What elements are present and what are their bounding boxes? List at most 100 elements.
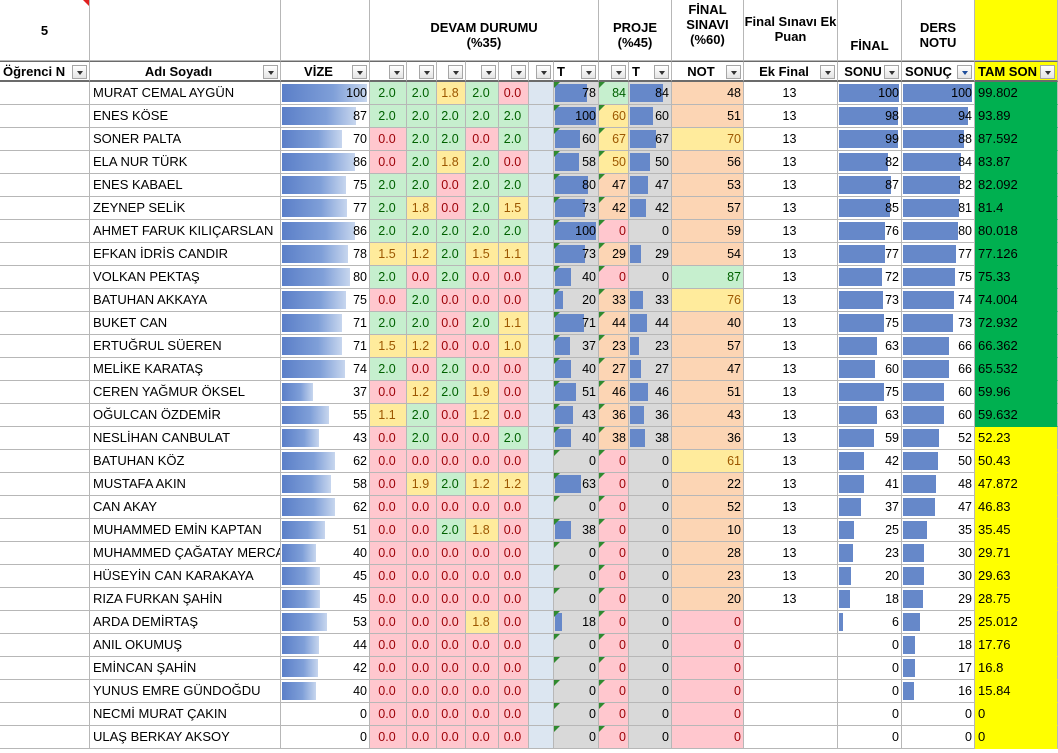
devam-cell-4[interactable]: 0.0 [466,358,499,381]
devam-cell-2[interactable]: 0.0 [407,634,437,657]
tam-son-cell[interactable]: 52.23 [975,427,1058,450]
devam-toplam-cell[interactable]: 100 [554,220,599,243]
table-row-name[interactable]: MUHAMMED EMİN KAPTAN [90,519,281,542]
table-row-name[interactable]: ARDA DEMİRTAŞ [90,611,281,634]
final-not-cell[interactable]: 54 [672,243,744,266]
devam-cell-4[interactable]: 1.9 [466,381,499,404]
vize-cell[interactable]: 42 [281,657,370,680]
final-not-cell[interactable]: 56 [672,151,744,174]
table-row-name[interactable]: EMİNCAN ŞAHİN [90,657,281,680]
vize-cell[interactable]: 55 [281,404,370,427]
devam-cell-3[interactable]: 1.8 [437,151,466,174]
vize-cell[interactable]: 71 [281,312,370,335]
devam-cell-6[interactable] [529,335,554,358]
tam-son-cell[interactable]: 75.33 [975,266,1058,289]
devam-toplam-cell[interactable]: 0 [554,496,599,519]
devam-toplam-cell[interactable]: 38 [554,519,599,542]
devam-cell-5[interactable]: 0.0 [499,611,529,634]
header-ders-notu[interactable]: DERS NOTU [902,0,975,61]
vize-cell[interactable]: 51 [281,519,370,542]
table-row-ogrenci-no[interactable] [0,565,90,588]
final-not-cell[interactable]: 10 [672,519,744,542]
proje-toplam-cell[interactable]: 38 [629,427,672,450]
ders-sonuc-cell[interactable]: 50 [902,450,975,473]
proje-toplam-cell[interactable]: 0 [629,703,672,726]
ders-sonuc-cell[interactable]: 60 [902,381,975,404]
devam-cell-4[interactable]: 1.2 [466,404,499,427]
devam-toplam-cell[interactable]: 100 [554,105,599,128]
devam-cell-3[interactable]: 0.0 [437,335,466,358]
devam-cell-3[interactable]: 0.0 [437,312,466,335]
devam-cell-4[interactable]: 0.0 [466,289,499,312]
devam-toplam-cell[interactable]: 0 [554,726,599,749]
devam-cell-4[interactable]: 0.0 [466,680,499,703]
table-row-name[interactable]: ANIL OKUMUŞ [90,634,281,657]
devam-toplam-cell[interactable]: 0 [554,588,599,611]
ders-sonuc-cell[interactable]: 29 [902,588,975,611]
table-row-name[interactable]: CAN AKAY [90,496,281,519]
devam-cell-6[interactable] [529,588,554,611]
ders-sonuc-cell[interactable]: 18 [902,634,975,657]
proje-toplam-cell[interactable]: 23 [629,335,672,358]
ek-final-cell[interactable] [744,611,838,634]
final-sonuc-cell[interactable]: 85 [838,197,902,220]
devam-cell-5[interactable]: 0.0 [499,358,529,381]
vize-cell[interactable]: 86 [281,220,370,243]
header-cell-vize-blank[interactable] [281,0,370,61]
devam-cell-3[interactable]: 0.0 [437,588,466,611]
devam-toplam-cell[interactable]: 0 [554,565,599,588]
header-final-sinavi[interactable]: FİNAL SINAVI (%60) [672,0,744,61]
devam-cell-6[interactable] [529,565,554,588]
devam-cell-3[interactable]: 0.0 [437,703,466,726]
tam-son-cell[interactable]: 46.83 [975,496,1058,519]
devam-cell-3[interactable]: 2.0 [437,519,466,542]
vize-cell[interactable]: 62 [281,496,370,519]
devam-cell-5[interactable]: 1.1 [499,312,529,335]
final-sonuc-cell[interactable]: 75 [838,381,902,404]
devam-cell-3[interactable]: 0.0 [437,657,466,680]
devam-toplam-cell[interactable]: 78 [554,82,599,105]
devam-toplam-cell[interactable]: 60 [554,128,599,151]
devam-cell-4[interactable]: 0.0 [466,565,499,588]
table-row-name[interactable]: MUSTAFA AKIN [90,473,281,496]
tam-son-cell[interactable]: 15.84 [975,680,1058,703]
devam-cell-3[interactable]: 0.0 [437,680,466,703]
devam-toplam-cell[interactable]: 63 [554,473,599,496]
tam-son-cell[interactable]: 29.71 [975,542,1058,565]
table-row-name[interactable]: NESLİHAN CANBULAT [90,427,281,450]
filter-dropdown-icon[interactable] [654,65,669,79]
devam-cell-1[interactable]: 2.0 [370,105,407,128]
proje-toplam-cell[interactable]: 84 [629,82,672,105]
table-row-ogrenci-no[interactable] [0,174,90,197]
ek-final-cell[interactable]: 13 [744,404,838,427]
table-row-name[interactable]: CEREN YAĞMUR ÖKSEL [90,381,281,404]
filter-proje-toplam-header[interactable]: T [629,61,672,82]
proje-toplam-cell[interactable]: 36 [629,404,672,427]
proje-not-cell[interactable]: 33 [599,289,629,312]
table-row-ogrenci-no[interactable] [0,151,90,174]
filter-dropdown-icon[interactable] [419,65,434,79]
table-row-name[interactable]: SONER PALTA [90,128,281,151]
header-cell-name-blank[interactable] [90,0,281,61]
devam-cell-2[interactable]: 0.0 [407,496,437,519]
table-row-name[interactable]: RIZA FURKAN ŞAHİN [90,588,281,611]
devam-cell-6[interactable] [529,657,554,680]
vize-cell[interactable]: 87 [281,105,370,128]
final-not-cell[interactable]: 76 [672,289,744,312]
devam-cell-2[interactable]: 1.2 [407,335,437,358]
devam-cell-3[interactable]: 2.0 [437,243,466,266]
devam-cell-1[interactable]: 1.5 [370,243,407,266]
ders-sonuc-cell[interactable]: 66 [902,358,975,381]
filter-dropdown-icon[interactable] [1040,65,1055,79]
proje-toplam-cell[interactable]: 0 [629,588,672,611]
vize-cell[interactable]: 78 [281,243,370,266]
tam-son-cell[interactable]: 28.75 [975,588,1058,611]
devam-cell-2[interactable]: 0.0 [407,726,437,749]
filter-adi-soyadi-header[interactable]: Adı Soyadı [90,61,281,82]
devam-cell-4[interactable]: 2.0 [466,151,499,174]
devam-cell-2[interactable]: 2.0 [407,151,437,174]
filter-devam-3-header[interactable] [437,61,466,82]
devam-toplam-cell[interactable]: 0 [554,703,599,726]
devam-cell-6[interactable] [529,128,554,151]
filter-devam-4-header[interactable] [466,61,499,82]
